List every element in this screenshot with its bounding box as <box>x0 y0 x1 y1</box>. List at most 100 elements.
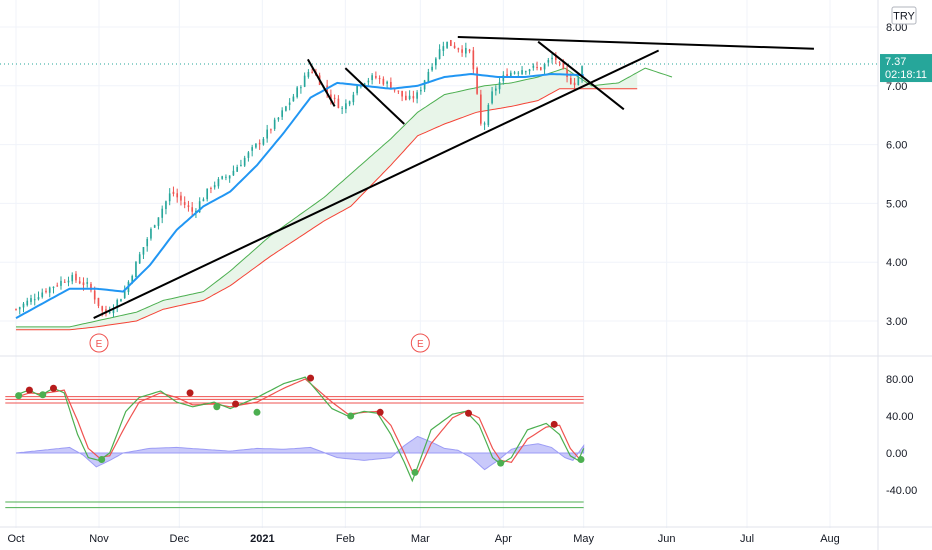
candle-body <box>150 228 152 239</box>
time-tick-label: Nov <box>89 533 109 545</box>
last-price-tag: 7.37 02:18:11 <box>880 54 932 83</box>
candle-body <box>367 80 370 83</box>
candle-body <box>101 306 104 311</box>
candle-body <box>123 290 126 299</box>
candle-body <box>348 101 351 105</box>
cloud-fill <box>16 68 638 330</box>
time-tick-label: Jul <box>740 533 754 545</box>
candle-body <box>521 70 523 75</box>
candle-body <box>547 60 550 63</box>
trendline-3[interactable] <box>306 58 336 107</box>
candle-body <box>427 71 430 82</box>
sell-signal-dot <box>186 389 194 397</box>
candle-body <box>345 103 347 110</box>
currency-badge[interactable]: TRY <box>891 6 917 25</box>
oscillator-tick-label: 0.00 <box>886 448 907 460</box>
candle-body <box>255 143 257 148</box>
candle-body <box>569 77 572 84</box>
candle-body <box>198 201 201 213</box>
oscillator-tick-label: -40.00 <box>886 485 917 497</box>
candle-body <box>285 106 287 111</box>
buy-signal-dot <box>15 392 23 400</box>
candle-body <box>52 286 55 288</box>
candle-body <box>524 71 527 73</box>
candle-body <box>397 90 400 92</box>
price-tick-label: 8.00 <box>886 22 907 34</box>
candle-body <box>176 193 179 198</box>
candle-body <box>536 67 538 69</box>
candle-body <box>465 47 467 54</box>
candle-body <box>472 50 475 70</box>
candle-body <box>487 104 490 126</box>
candle-body <box>18 307 21 310</box>
candle-body <box>558 61 561 63</box>
sell-signal-dot <box>307 374 315 382</box>
candle-body <box>165 201 167 210</box>
candle-body <box>97 297 100 306</box>
candle-body <box>210 188 212 190</box>
earnings-marker-circle[interactable] <box>89 333 109 353</box>
candle-body <box>288 102 291 105</box>
candle-body <box>26 300 29 306</box>
trendline-1[interactable] <box>93 49 660 319</box>
candle-body <box>112 308 115 314</box>
time-tick-label: May <box>573 533 594 545</box>
candle-body <box>30 298 32 302</box>
buy-signal-dot <box>39 391 47 399</box>
candle-body <box>277 117 280 120</box>
candle-body <box>202 199 205 202</box>
axes: 3.00 4.00 5.00 6.00 8.00 7.00 80.00 40.00 0.00 -4… <box>7 22 917 545</box>
candle-body <box>363 83 366 86</box>
candle-body <box>390 81 392 89</box>
candle-body <box>48 287 51 293</box>
buy-signal-dot <box>577 455 585 463</box>
time-tick-label: Oct <box>7 533 24 545</box>
time-tick-label: 2021 <box>250 533 274 545</box>
candle-body <box>116 299 119 308</box>
candle-body <box>206 188 209 200</box>
sell-signal-dot <box>49 384 57 392</box>
time-tick-label: Feb <box>336 533 355 545</box>
candle-body <box>551 57 553 60</box>
candle-body <box>63 281 66 283</box>
buy-signal-dot <box>213 403 221 411</box>
trendline-2[interactable] <box>457 35 814 50</box>
candle-body <box>266 129 268 139</box>
price-tick-label: 6.00 <box>886 140 907 152</box>
price-tick-label: 4.00 <box>886 257 907 269</box>
candle-body <box>243 157 246 166</box>
candle-body <box>491 91 493 104</box>
candle-body <box>161 208 164 218</box>
candle-body <box>513 72 516 74</box>
candle-body <box>300 87 302 89</box>
candle-body <box>581 66 583 78</box>
candle-body <box>33 299 36 301</box>
trendline-group[interactable] <box>93 35 814 319</box>
candle-body <box>330 94 332 99</box>
trendline-5[interactable] <box>537 40 625 111</box>
earnings-marker-label: E <box>96 339 103 350</box>
candle-body <box>273 119 276 129</box>
candle-body <box>93 290 96 300</box>
trendline-4[interactable] <box>344 67 405 125</box>
candle-body <box>480 94 482 124</box>
candle-body <box>120 299 122 302</box>
candle-body <box>386 81 388 84</box>
candle-body <box>15 309 17 311</box>
candle-body <box>307 71 310 77</box>
candle-body <box>172 191 175 194</box>
candle-body <box>303 75 306 87</box>
candle-body <box>191 207 194 212</box>
candle-body <box>423 80 426 90</box>
currency-badge-frame <box>891 6 917 25</box>
candle-body <box>352 94 355 103</box>
earnings-marker-circle[interactable] <box>410 333 430 353</box>
sell-signal-dot <box>25 386 33 394</box>
candle-body <box>138 254 141 264</box>
candle-body <box>236 167 239 172</box>
candle-body <box>37 297 40 300</box>
candle-body <box>532 65 535 68</box>
candle-body <box>247 152 250 158</box>
